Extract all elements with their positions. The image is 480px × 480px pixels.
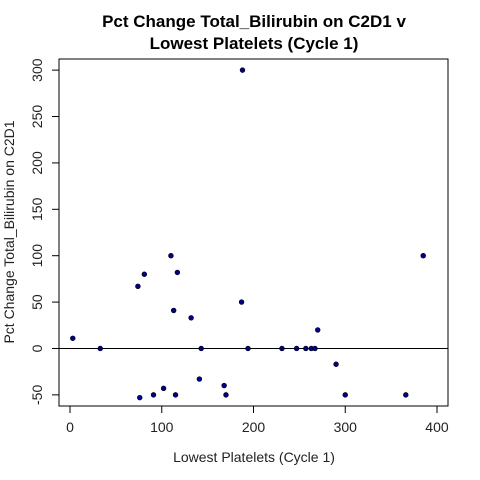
chart-title-line-1: Pct Change Total_Bilirubin on C2D1 v [102,12,406,31]
data-point [174,269,181,276]
y-tick-label: 250 [29,105,45,129]
data-point [160,385,167,392]
y-tick-label: 100 [29,244,45,268]
data-point [333,361,339,367]
data-point [420,252,426,259]
y-tick-label: 0 [29,344,45,352]
data-point [279,345,285,352]
data-point [312,345,318,352]
plot-area-frame [58,58,449,407]
data-point [239,67,246,73]
data-point [238,299,245,305]
data-point [70,335,76,341]
data-point [170,307,177,314]
data-points [70,67,426,401]
y-axis-label: Pct Change Total_Bilirubin on C2D1 [1,120,17,343]
data-point [221,382,227,389]
data-point [198,345,204,352]
y-tick-label: 50 [29,294,45,310]
data-point [168,252,174,259]
data-point [245,345,251,352]
data-point [172,392,179,398]
data-point [303,345,309,352]
x-tick-label: 300 [334,419,358,435]
data-point [196,376,203,382]
data-point [135,283,141,290]
data-point [315,327,321,333]
data-point [403,392,409,398]
x-tick-label: 400 [425,419,449,435]
data-point [342,392,348,398]
data-point [141,271,148,277]
data-point [223,392,229,398]
data-point [97,345,103,352]
x-tick-label: 0 [66,419,74,435]
data-point [150,392,157,398]
x-axis: 0 100 200 300 400 [66,406,449,435]
y-tick-label: 300 [29,58,45,82]
y-axis: -50 0 50 100 150 200 250 300 [29,58,59,405]
data-point [188,315,194,321]
data-point [137,394,143,401]
data-point [293,345,300,352]
y-tick-label: 150 [29,197,45,221]
chart-title-line-2: Lowest Platelets (Cycle 1) [150,34,359,53]
y-tick-label: -50 [29,385,45,405]
x-axis-label: Lowest Platelets (Cycle 1) [173,449,335,465]
x-tick-label: 200 [242,419,266,435]
y-tick-label: 200 [29,151,45,175]
x-tick-label: 100 [150,419,174,435]
